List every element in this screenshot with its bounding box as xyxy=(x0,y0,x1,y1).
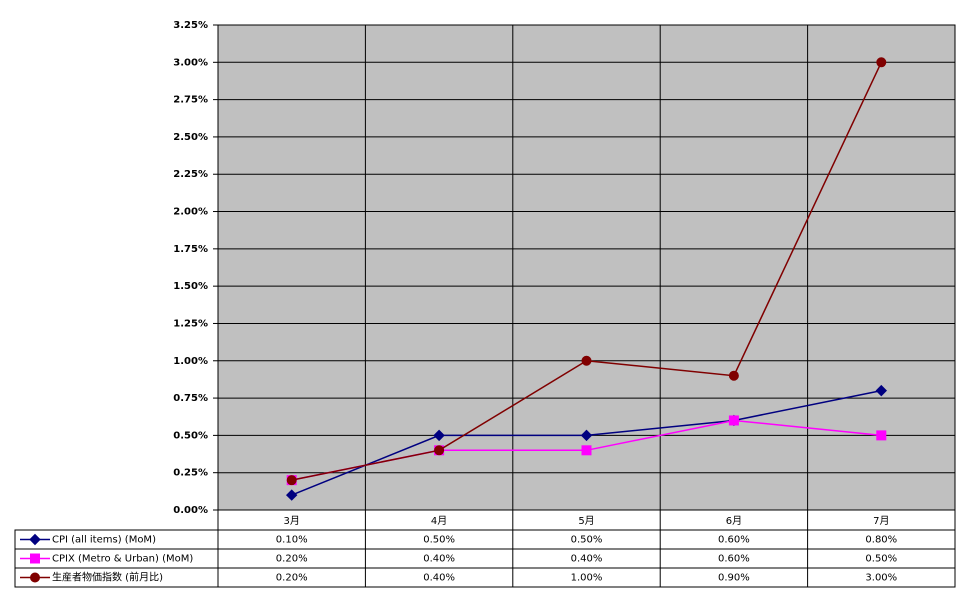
point xyxy=(581,355,592,366)
data-table xyxy=(14,529,956,588)
table-value: 0.80% xyxy=(865,535,897,546)
point xyxy=(286,475,297,486)
table-value: 0.40% xyxy=(571,554,603,565)
legend-marker xyxy=(30,553,40,564)
y-tick-label: 2.00% xyxy=(173,207,208,218)
y-tick-label: 1.50% xyxy=(173,281,208,292)
y-tick-label: 0.75% xyxy=(173,393,208,404)
y-tick-label: 1.75% xyxy=(173,244,208,255)
point xyxy=(285,489,298,501)
x-tick-label: 5月 xyxy=(578,515,594,527)
table-value: 0.60% xyxy=(718,535,750,546)
plot-area xyxy=(217,24,956,511)
table-value: 0.50% xyxy=(423,535,455,546)
x-tick-label: 4月 xyxy=(431,515,447,527)
table-value: 3.00% xyxy=(865,573,897,584)
point xyxy=(876,430,887,441)
point xyxy=(433,429,445,442)
y-tick-label: 3.00% xyxy=(173,57,208,68)
point xyxy=(728,370,739,381)
table-value: 1.00% xyxy=(571,573,603,584)
x-tick-label: 7月 xyxy=(873,515,889,527)
point xyxy=(875,384,888,397)
y-tick-label: 0.25% xyxy=(173,468,208,479)
x-tick-label: 6月 xyxy=(726,515,742,527)
table-value: 0.10% xyxy=(276,535,308,546)
table-value: 0.20% xyxy=(276,554,308,565)
y-tick-label: 1.25% xyxy=(173,318,208,329)
y-tick-label: 1.00% xyxy=(173,356,208,367)
x-tick-label: 3月 xyxy=(284,515,300,527)
legend-marker xyxy=(29,533,41,546)
point xyxy=(434,445,445,456)
y-tick-label: 2.75% xyxy=(173,95,208,106)
y-tick-label: 0.00% xyxy=(173,505,208,516)
legend-label: 生産者物価指数 (前月比) xyxy=(52,571,163,584)
y-tick-label: 0.50% xyxy=(173,430,208,441)
point xyxy=(580,429,593,442)
y-tick-label: 3.25% xyxy=(173,20,208,31)
table-value: 0.50% xyxy=(571,535,603,546)
legend-label: CPIX (Metro & Urban) (MoM) xyxy=(52,554,193,565)
table-value: 0.20% xyxy=(276,573,308,584)
table-value: 0.60% xyxy=(718,554,750,565)
point xyxy=(876,57,887,68)
legend-label: CPI (all items) (MoM) xyxy=(52,535,156,546)
y-tick-label: 2.25% xyxy=(173,169,208,180)
point xyxy=(581,445,592,456)
table-value: 0.90% xyxy=(718,573,750,584)
legend-marker xyxy=(30,572,40,583)
table-value: 0.40% xyxy=(423,573,455,584)
y-tick-label: 2.50% xyxy=(173,132,208,143)
point xyxy=(728,415,739,426)
table-value: 0.40% xyxy=(423,554,455,565)
table-value: 0.50% xyxy=(865,554,897,565)
